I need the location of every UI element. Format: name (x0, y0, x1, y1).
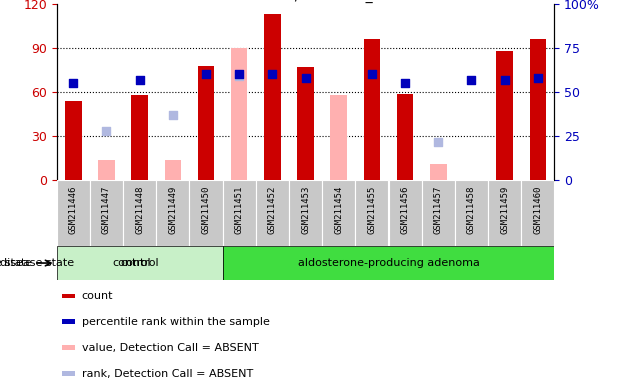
Text: GSM211452: GSM211452 (268, 186, 277, 234)
Bar (488, 180, 521, 246)
Text: GSM211447: GSM211447 (102, 186, 111, 234)
Point (533, 75, 543, 81)
Point (234, 73, 244, 79)
Bar (57, 180, 90, 246)
Point (68, 80, 78, 86)
Bar (397, 94, 413, 180)
Point (267, 71, 277, 78)
Text: GSM211449: GSM211449 (168, 186, 177, 234)
Text: GSM211446: GSM211446 (69, 186, 77, 234)
Point (367, 71, 377, 78)
Title: GDS2860 / 1556606_at: GDS2860 / 1556606_at (225, 0, 386, 3)
Text: GSM211454: GSM211454 (335, 186, 343, 234)
Bar (198, 66, 214, 180)
Text: control: control (112, 258, 151, 268)
Bar (364, 39, 380, 180)
Text: disease state: disease state (0, 258, 31, 268)
Bar (65, 101, 81, 180)
Bar (529, 39, 546, 180)
Text: rank, Detection Call = ABSENT: rank, Detection Call = ABSENT (81, 369, 253, 379)
Bar (264, 14, 280, 180)
Point (301, 75, 311, 81)
Bar (190, 180, 222, 246)
Text: GSM211451: GSM211451 (235, 186, 244, 234)
Bar (62, 319, 75, 324)
Point (433, 139, 444, 145)
Bar (297, 67, 314, 180)
Bar (455, 180, 488, 246)
Bar (164, 160, 181, 180)
Text: GSM211453: GSM211453 (301, 186, 310, 234)
Text: GSM211450: GSM211450 (202, 186, 210, 234)
Point (466, 77, 476, 83)
Text: control: control (120, 258, 159, 268)
Text: count: count (81, 291, 113, 301)
Bar (389, 180, 421, 246)
Bar (521, 180, 554, 246)
Bar (289, 180, 322, 246)
Text: GSM211457: GSM211457 (434, 186, 443, 234)
Bar (322, 180, 355, 246)
Text: GSM211458: GSM211458 (467, 186, 476, 234)
Bar (62, 345, 75, 350)
Bar (90, 180, 123, 246)
Text: disease state: disease state (0, 258, 74, 268)
Bar (355, 180, 389, 246)
Text: value, Detection Call = ABSENT: value, Detection Call = ABSENT (81, 343, 258, 353)
Text: percentile rank within the sample: percentile rank within the sample (81, 317, 270, 327)
Bar (222, 246, 554, 280)
Point (168, 112, 178, 118)
Bar (98, 160, 115, 180)
Point (135, 77, 145, 83)
Bar (222, 180, 256, 246)
Bar (256, 180, 289, 246)
Bar (123, 180, 156, 246)
Text: GSM211460: GSM211460 (534, 186, 542, 234)
Point (500, 77, 510, 83)
Bar (430, 164, 447, 180)
Point (101, 128, 112, 134)
Text: GSM211459: GSM211459 (500, 186, 509, 234)
Bar (421, 180, 455, 246)
Bar (156, 180, 190, 246)
Text: aldosterone-producing adenoma: aldosterone-producing adenoma (297, 258, 479, 268)
Point (201, 71, 211, 78)
Bar (57, 246, 222, 280)
Point (400, 80, 410, 86)
Bar (62, 371, 75, 376)
Point (234, 71, 244, 78)
Bar (231, 48, 248, 180)
Bar (62, 293, 75, 298)
Bar (330, 95, 347, 180)
Text: GSM211455: GSM211455 (367, 186, 376, 234)
Bar (496, 51, 513, 180)
Text: GSM211456: GSM211456 (401, 186, 410, 234)
Bar (131, 95, 148, 180)
Text: GSM211448: GSM211448 (135, 186, 144, 234)
